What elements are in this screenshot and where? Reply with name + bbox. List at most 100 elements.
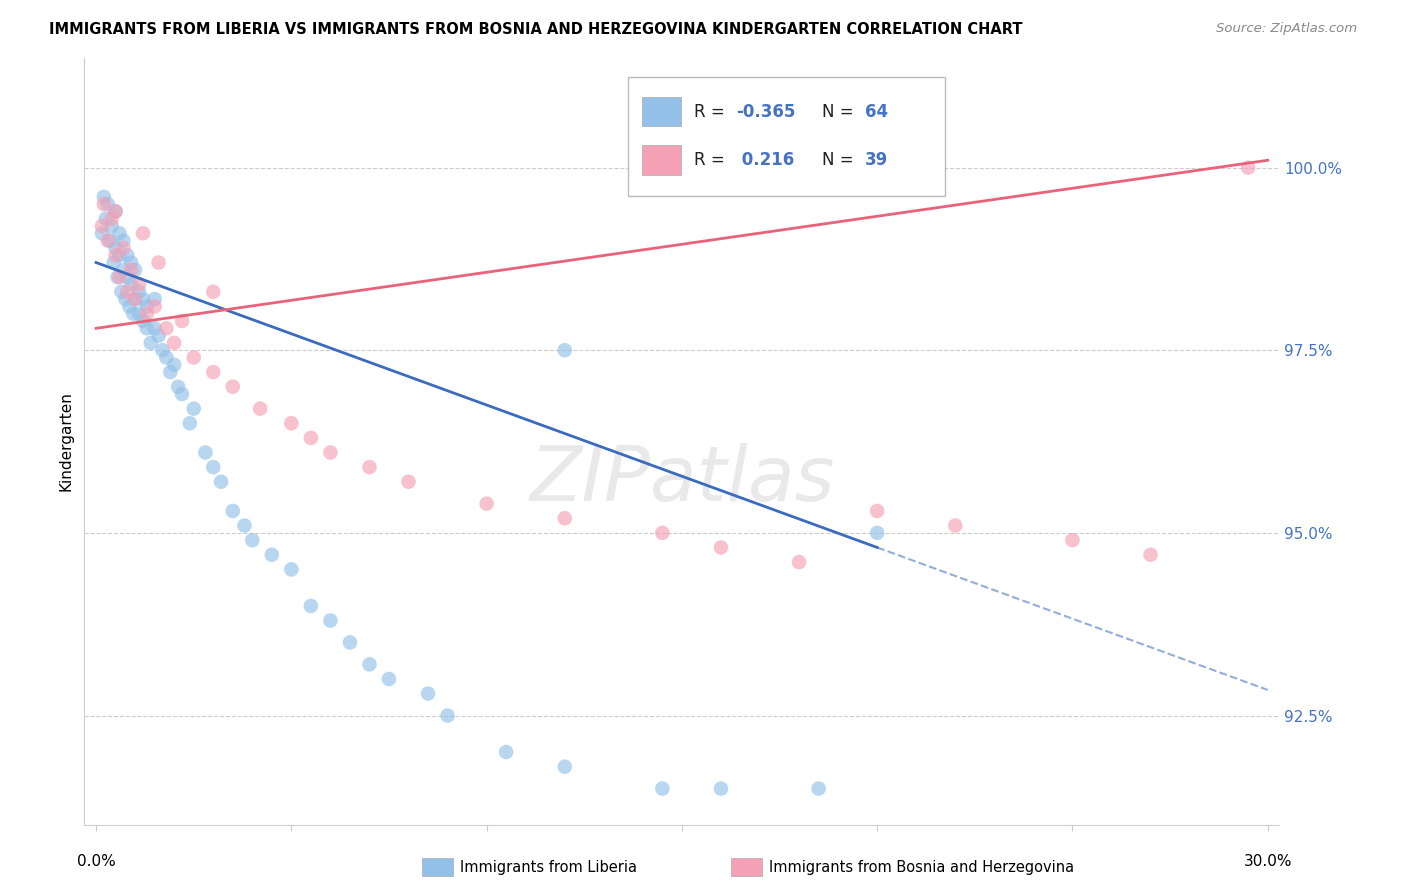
Point — [475, 497, 498, 511]
Point — [143, 292, 166, 306]
Point — [93, 197, 115, 211]
Point — [1237, 161, 1260, 175]
Point — [117, 270, 139, 285]
Point — [319, 445, 342, 459]
Text: 64: 64 — [865, 103, 887, 120]
Point — [107, 270, 129, 285]
Point — [104, 248, 127, 262]
Text: ZIPatlas: ZIPatlas — [529, 443, 835, 516]
Point — [117, 285, 139, 299]
Point — [143, 299, 166, 313]
Point — [240, 533, 263, 548]
Point — [120, 277, 142, 292]
Point — [159, 365, 181, 379]
Point — [132, 227, 155, 241]
Point — [104, 204, 127, 219]
Point — [943, 518, 966, 533]
Point — [170, 314, 193, 328]
Point — [209, 475, 232, 489]
Point — [554, 511, 576, 525]
Point — [104, 241, 127, 255]
Point — [651, 781, 673, 796]
Point — [124, 292, 146, 306]
Point — [155, 321, 177, 335]
Bar — [628, 77, 945, 196]
Point — [866, 525, 889, 540]
Point — [222, 380, 245, 394]
Point — [436, 708, 458, 723]
Point — [398, 475, 420, 489]
Point — [97, 197, 120, 211]
Point — [104, 204, 127, 219]
Point — [359, 657, 381, 672]
Point — [155, 351, 177, 365]
Point — [148, 328, 170, 343]
Point — [710, 541, 733, 555]
Point — [222, 504, 245, 518]
Point — [299, 431, 322, 445]
Point — [787, 555, 810, 569]
Point — [554, 759, 576, 773]
Point — [1062, 533, 1084, 548]
Point — [103, 255, 125, 269]
Point — [416, 687, 439, 701]
Point — [124, 292, 146, 306]
Point — [202, 365, 225, 379]
Point — [167, 380, 190, 394]
Point — [112, 241, 135, 255]
Point — [135, 307, 157, 321]
Point — [128, 277, 150, 292]
Point — [90, 219, 114, 233]
Text: N =: N = — [821, 103, 859, 120]
Point — [132, 292, 155, 306]
Point — [148, 255, 170, 269]
Point — [98, 234, 121, 248]
Text: 0.216: 0.216 — [735, 151, 794, 169]
Text: N =: N = — [821, 151, 859, 169]
Point — [94, 211, 117, 226]
Point — [280, 562, 302, 576]
Text: Source: ZipAtlas.com: Source: ZipAtlas.com — [1216, 22, 1357, 36]
Point — [110, 285, 132, 299]
Point — [378, 672, 401, 686]
Point — [233, 518, 256, 533]
Point — [117, 248, 139, 262]
Point — [170, 387, 193, 401]
Point — [339, 635, 361, 649]
Point — [118, 299, 141, 313]
Bar — [643, 97, 681, 127]
Text: 0.0%: 0.0% — [77, 855, 115, 870]
Point — [651, 525, 673, 540]
Point — [124, 263, 146, 277]
Point — [249, 401, 271, 416]
Point — [163, 358, 186, 372]
Point — [152, 343, 174, 358]
Point — [202, 460, 225, 475]
Point — [108, 270, 131, 285]
Point — [120, 255, 142, 269]
Point — [128, 285, 150, 299]
Point — [202, 285, 225, 299]
Point — [135, 321, 157, 335]
Text: Immigrants from Bosnia and Herzegovina: Immigrants from Bosnia and Herzegovina — [769, 860, 1074, 874]
Point — [280, 417, 302, 431]
Point — [135, 299, 157, 313]
Point — [554, 343, 576, 358]
Text: R =: R = — [695, 103, 730, 120]
Text: 30.0%: 30.0% — [1243, 855, 1292, 870]
Point — [179, 417, 201, 431]
Text: R =: R = — [695, 151, 730, 169]
Point — [100, 219, 122, 233]
Point — [710, 781, 733, 796]
Point — [139, 335, 162, 350]
Text: Immigrants from Liberia: Immigrants from Liberia — [460, 860, 637, 874]
Point — [114, 292, 136, 306]
Point — [807, 781, 830, 796]
Point — [112, 263, 135, 277]
Point — [90, 227, 114, 241]
Point — [120, 263, 142, 277]
Point — [1139, 548, 1161, 562]
Text: -0.365: -0.365 — [735, 103, 794, 120]
Y-axis label: Kindergarten: Kindergarten — [58, 392, 73, 491]
Point — [183, 351, 205, 365]
